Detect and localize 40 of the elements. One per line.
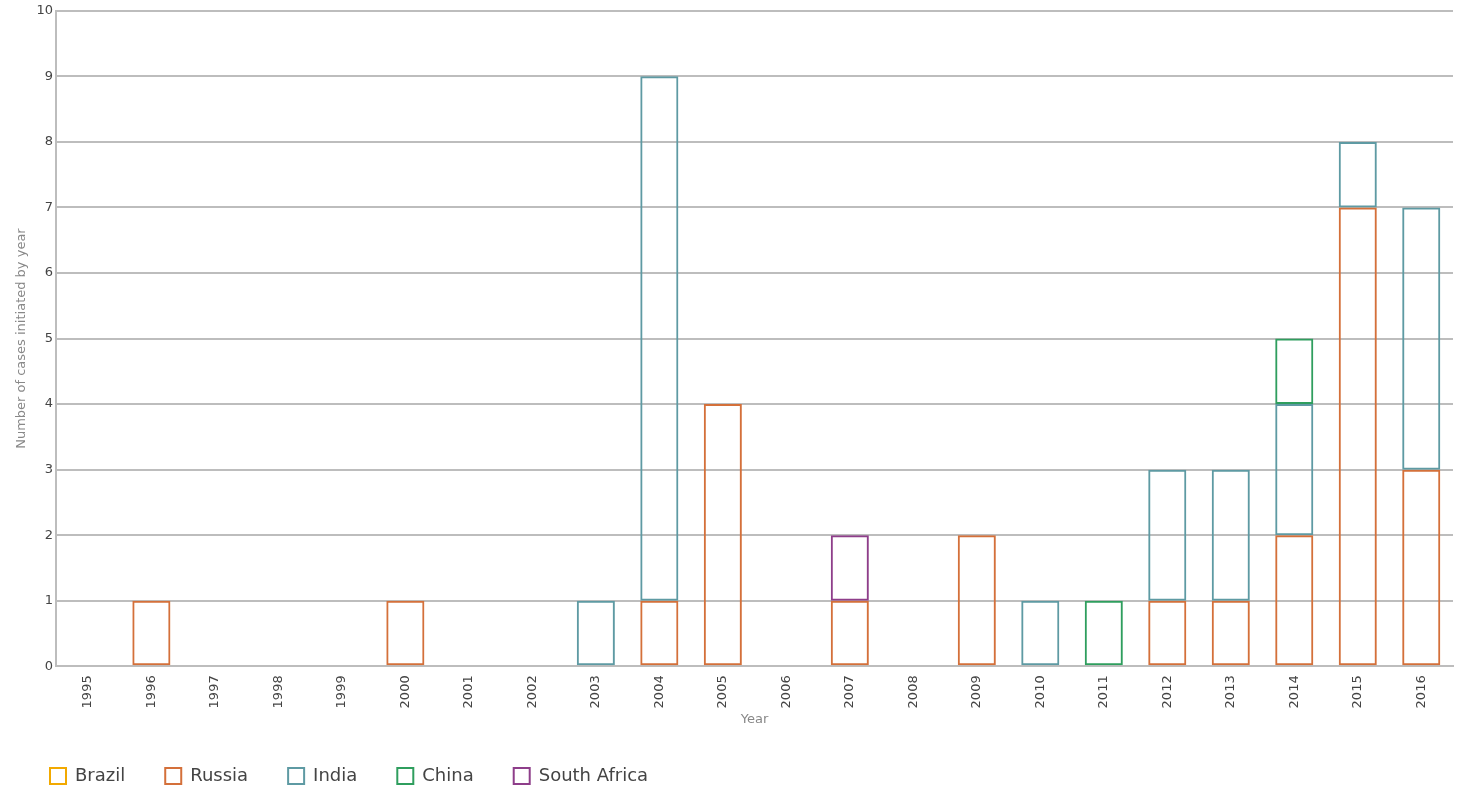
x-tick-label: 1999: [333, 675, 349, 709]
y-tick-label: 7: [44, 198, 54, 214]
legend-label: Brazil: [75, 763, 126, 785]
x-tick-label: 1998: [269, 675, 285, 709]
x-tick-label: 2015: [1349, 675, 1365, 709]
x-tick-label: 2003: [587, 675, 603, 709]
y-axis-title: Number of cases initiated by year: [13, 227, 29, 449]
x-tick-label: 2013: [1222, 675, 1238, 709]
x-tick-label: 2004: [650, 675, 666, 709]
legend-label: Russia: [190, 763, 249, 785]
y-tick-label: 10: [36, 2, 54, 18]
x-tick-label: 2002: [523, 675, 539, 709]
y-tick-label: 4: [44, 395, 54, 411]
x-tick-label: 1997: [206, 675, 222, 709]
y-tick-label: 2: [44, 526, 54, 542]
x-tick-label: 2007: [841, 675, 857, 709]
y-tick-label: 9: [44, 67, 54, 83]
x-tick-label: 2010: [1031, 675, 1047, 709]
x-tick-label: 1995: [79, 675, 95, 709]
x-tick-label: 2008: [904, 675, 920, 709]
x-tick-label: 2001: [460, 675, 476, 709]
y-tick-label: 3: [44, 461, 54, 477]
x-tick-label: 2006: [777, 675, 793, 709]
legend-label: India: [313, 763, 358, 785]
x-tick-label: 2012: [1158, 675, 1174, 709]
y-tick-label: 8: [44, 133, 54, 149]
x-tick-label: 2005: [714, 675, 730, 709]
x-tick-label: 1996: [142, 675, 158, 709]
x-tick-label: 2014: [1285, 675, 1301, 709]
legend-label: China: [422, 763, 474, 785]
y-tick-label: 1: [44, 592, 54, 608]
x-tick-label: 2000: [396, 675, 412, 709]
legend-label: South Africa: [538, 763, 649, 785]
y-tick-label: 6: [44, 264, 54, 280]
x-tick-label: 2016: [1412, 675, 1428, 709]
y-tick-label: 0: [44, 657, 54, 673]
x-tick-label: 2009: [968, 675, 984, 709]
x-axis-title: Year: [739, 710, 769, 726]
y-tick-label: 5: [44, 329, 54, 345]
x-tick-label: 2011: [1095, 675, 1111, 709]
